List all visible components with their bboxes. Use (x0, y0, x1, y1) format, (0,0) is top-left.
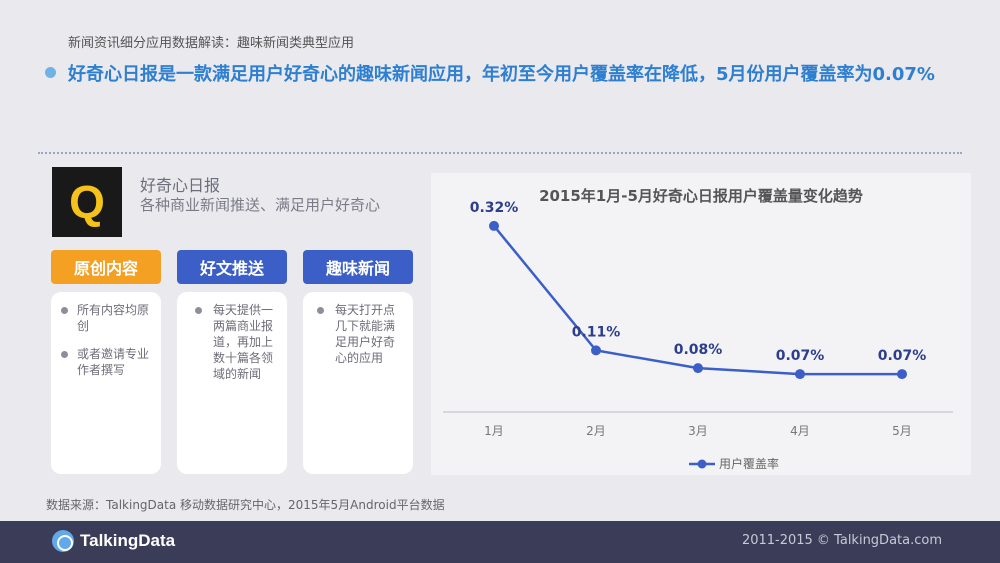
data-label: 0.08% (674, 342, 723, 358)
series-layer: 0.32% 0.11% 0.08% 0.07% 0.07% (470, 200, 927, 380)
footer-copyright: 2011-2015 © TalkingData.com (741, 533, 942, 548)
legend: 用户覆盖率 (689, 456, 779, 471)
chart-panel: 2015年1月-5月好奇心日报用户覆盖量变化趋势 0.32% 0.11% 0.08%… (431, 173, 971, 475)
app-name: 好奇心日报 (140, 176, 221, 195)
x-tick-label: 2月 (586, 424, 606, 438)
feature-item: 所有内容均原创 (59, 302, 153, 334)
data-point (795, 369, 805, 380)
feature-tag-original: 原创内容 (51, 250, 161, 284)
bullet-dot (61, 351, 68, 358)
chart-title: 2015年1月-5月好奇心日报用户覆盖量变化趋势 (539, 187, 863, 205)
data-source: 数据来源：TalkingData 移动数据研究中心，2015年5月Android… (46, 498, 445, 512)
x-tick-label: 1月 (484, 424, 504, 438)
feature-tag-fun: 趣味新闻 (303, 250, 413, 284)
feature-item-text: 每天提供一两篇商业报道，再加上数十篇各领域的新闻 (213, 303, 274, 381)
app-logo: Q (52, 167, 122, 237)
feature-item-text: 所有内容均原创 (77, 303, 150, 333)
feature-card-original: 所有内容均原创 或者邀请专业作者撰写 (51, 292, 161, 474)
feature-item-text: 或者邀请专业作者撰写 (77, 347, 150, 377)
talkingdata-logo-icon (52, 530, 74, 552)
feature-item: 每天提供一两篇商业报道，再加上数十篇各领域的新闻 (185, 302, 279, 382)
feature-tag-push: 好文推送 (177, 250, 287, 284)
x-tick-labels: 1月 2月 3月 4月 5月 (484, 424, 912, 438)
data-point (897, 369, 907, 380)
footer-bar: TalkingData 2011-2015 © TalkingData.com (0, 521, 1000, 563)
footer-brand-text: TalkingData (80, 531, 176, 550)
legend-marker (697, 459, 707, 469)
feature-card-fun: 每天打开点几下就能满足用户好奇心的应用 (303, 292, 413, 474)
dotted-divider (38, 152, 962, 154)
bullet-dot (61, 307, 68, 314)
headline-bullet-dot (45, 67, 56, 78)
data-label: 0.32% (470, 200, 519, 216)
feature-card-push: 每天提供一两篇商业报道，再加上数十篇各领域的新闻 (177, 292, 287, 474)
data-label: 0.07% (776, 348, 825, 364)
data-point (489, 220, 499, 231)
x-tick-label: 3月 (688, 424, 708, 438)
bullet-dot (317, 307, 324, 314)
x-tick-label: 4月 (790, 424, 810, 438)
headline: 好奇心日报是一款满足用户好奇心的趣味新闻应用，年初至今用户覆盖率在降低，5月份用… (68, 64, 935, 85)
legend-label: 用户覆盖率 (719, 456, 779, 471)
data-point (591, 345, 601, 356)
data-point (693, 363, 703, 374)
feature-item: 每天打开点几下就能满足用户好奇心的应用 (311, 302, 405, 366)
feature-item: 或者邀请专业作者撰写 (59, 346, 153, 378)
data-label: 0.07% (878, 348, 927, 364)
app-logo-letter: Q (69, 176, 105, 228)
feature-item-text: 每天打开点几下就能满足用户好奇心的应用 (335, 303, 396, 365)
report-subtitle: 新闻资讯细分应用数据解读：趣味新闻类典型应用 (68, 36, 355, 51)
bullet-dot (195, 307, 202, 314)
app-description: 各种商业新闻推送、满足用户好奇心 (140, 196, 381, 214)
line-chart: 2015年1月-5月好奇心日报用户覆盖量变化趋势 0.32% 0.11% 0.08%… (443, 187, 953, 471)
footer-brand: TalkingData (52, 530, 175, 552)
x-tick-label: 5月 (892, 424, 912, 438)
data-label: 0.11% (572, 324, 621, 340)
